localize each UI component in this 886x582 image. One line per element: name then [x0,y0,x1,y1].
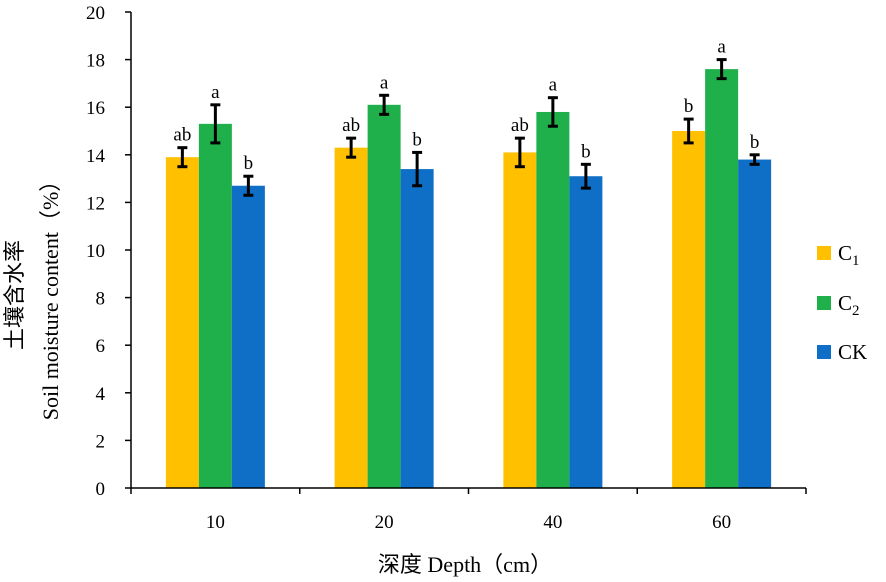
y-axis-title-chinese: 土壤含水率 [2,240,27,350]
bar [672,131,706,488]
bar [400,169,434,488]
legend-swatch [817,296,831,310]
y-axis-title-english: Soil moisture content（%） [38,170,63,421]
y-tick-label: 10 [86,241,105,262]
x-tick-label: 40 [543,512,562,533]
bar [367,104,401,488]
y-tick-label: 8 [96,289,106,310]
bar [198,123,232,489]
significance-label: b [581,141,591,162]
bar [569,176,603,488]
bar [536,111,570,489]
significance-label: ab [173,125,191,146]
significance-label: b [750,132,760,153]
y-tick-label: 14 [86,146,106,167]
significance-label: a [211,82,220,103]
legend-label: C2 [838,291,860,319]
significance-label: ab [342,115,360,136]
y-tick-label: 12 [86,193,105,214]
y-tick-label: 16 [86,98,105,119]
bar [334,147,368,488]
bar [705,69,739,489]
significance-label: ab [511,115,529,136]
y-tick-label: 6 [96,336,106,357]
significance-label: a [717,37,726,58]
significance-label: a [549,75,558,96]
legend-label: C1 [838,241,860,269]
bar [231,185,265,489]
x-tick-label: 10 [206,512,225,533]
y-tick-label: 4 [96,384,106,405]
legend-label: CK [838,340,867,364]
y-tick-label: 18 [86,51,105,72]
bar [738,159,772,488]
x-axis-title: 深度 Depth（cm） [378,552,552,577]
significance-label: b [244,153,254,174]
axes-layer: 10 20 40 60 0 2 4 6 8 10 12 14 16 18 20 [86,3,807,533]
bar [165,157,199,488]
legend-swatch [817,246,831,260]
x-tick-label: 60 [712,512,731,533]
y-tick-label: 20 [86,3,105,24]
y-tick-label: 0 [96,479,106,500]
y-tick-label: 2 [96,431,106,452]
legend: C1 C2 CK [817,241,867,364]
x-tick-label: 20 [375,512,394,533]
significance-label: b [684,96,694,117]
significance-label: b [412,129,422,150]
bar [503,152,537,489]
legend-swatch [817,345,831,359]
significance-label: a [380,72,389,93]
